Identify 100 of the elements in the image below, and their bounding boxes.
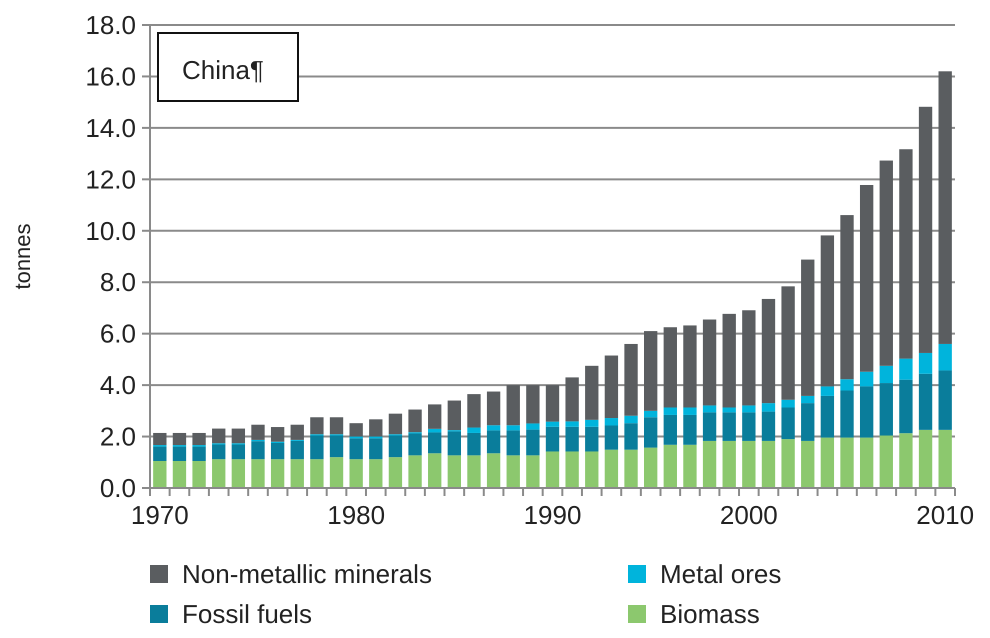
bar xyxy=(585,426,598,452)
bar xyxy=(310,417,324,434)
bar xyxy=(722,314,736,408)
bar xyxy=(153,460,166,488)
y-axis-title: tonnes xyxy=(10,223,35,290)
bar xyxy=(742,412,756,441)
bar xyxy=(624,423,638,450)
bar xyxy=(251,441,265,460)
bar xyxy=(388,414,402,434)
x-tick-label: 1970 xyxy=(130,500,189,530)
bar xyxy=(820,438,834,488)
bar xyxy=(467,394,481,428)
bar xyxy=(349,438,363,460)
bar xyxy=(880,383,893,436)
bar xyxy=(192,460,206,488)
bar xyxy=(546,385,560,422)
bar xyxy=(644,448,658,488)
bar xyxy=(722,440,736,488)
bar xyxy=(860,438,874,488)
bar xyxy=(918,374,932,430)
x-tick-label: 2010 xyxy=(916,500,974,530)
bar xyxy=(290,459,304,488)
bar xyxy=(369,438,382,460)
bar xyxy=(448,400,462,430)
bar xyxy=(880,436,893,488)
bar xyxy=(369,459,382,488)
bar xyxy=(938,370,952,430)
bar xyxy=(801,260,814,396)
bar xyxy=(388,457,402,488)
bar xyxy=(330,436,344,458)
y-tick-label: 4.0 xyxy=(100,370,136,400)
bar xyxy=(840,438,854,488)
bar xyxy=(526,430,540,456)
bar xyxy=(270,442,284,460)
bar xyxy=(585,366,598,420)
bar xyxy=(330,457,344,488)
bar xyxy=(192,432,206,446)
bar xyxy=(664,414,677,445)
bar xyxy=(702,412,716,441)
bar xyxy=(840,390,854,438)
bar xyxy=(938,71,952,344)
bar xyxy=(840,215,854,380)
legend-label: Biomass xyxy=(660,599,760,629)
bar xyxy=(820,235,834,386)
bar xyxy=(467,428,481,433)
bar xyxy=(624,416,638,424)
x-tick-label: 1980 xyxy=(327,500,386,530)
bar xyxy=(899,433,913,488)
bar xyxy=(565,426,579,452)
bar xyxy=(918,352,932,374)
bar xyxy=(546,426,560,452)
bar xyxy=(251,459,265,488)
bar xyxy=(918,430,932,488)
bar xyxy=(290,440,304,460)
bar xyxy=(624,450,638,488)
bar xyxy=(683,444,697,488)
bar xyxy=(232,444,246,460)
bar xyxy=(860,372,874,386)
bar xyxy=(702,440,716,488)
bar xyxy=(585,420,598,427)
bar xyxy=(683,407,697,415)
bar xyxy=(448,431,462,456)
bar xyxy=(938,430,952,488)
bar xyxy=(428,428,442,432)
bar xyxy=(801,403,814,441)
bar xyxy=(762,440,776,488)
bar xyxy=(880,366,893,384)
bar xyxy=(938,344,952,370)
bar xyxy=(486,392,500,426)
y-tick-label: 16.0 xyxy=(85,61,136,92)
bar xyxy=(664,407,677,415)
bar xyxy=(526,455,540,488)
bar xyxy=(270,459,284,488)
bar xyxy=(172,460,186,488)
bar xyxy=(212,428,226,444)
bar xyxy=(486,425,500,430)
bar xyxy=(683,414,697,445)
bar xyxy=(172,432,186,446)
bar xyxy=(153,446,166,461)
bar xyxy=(801,440,814,488)
bar xyxy=(722,412,736,441)
bar xyxy=(526,385,540,424)
bar xyxy=(486,453,500,488)
bar xyxy=(232,428,246,444)
legend-label: Metal ores xyxy=(660,559,782,589)
bar xyxy=(644,417,658,448)
bar xyxy=(565,377,579,422)
bar xyxy=(683,325,697,408)
y-tick-label: 6.0 xyxy=(100,318,136,349)
y-tick-label: 2.0 xyxy=(100,422,136,452)
bar xyxy=(310,459,324,488)
bar xyxy=(899,149,913,359)
bar xyxy=(506,455,520,488)
bar xyxy=(506,430,520,456)
bar xyxy=(781,400,795,408)
bar xyxy=(428,453,442,488)
y-tick-label: 10.0 xyxy=(85,216,136,246)
bar xyxy=(251,424,265,440)
bar xyxy=(565,451,579,488)
bar xyxy=(880,160,893,366)
